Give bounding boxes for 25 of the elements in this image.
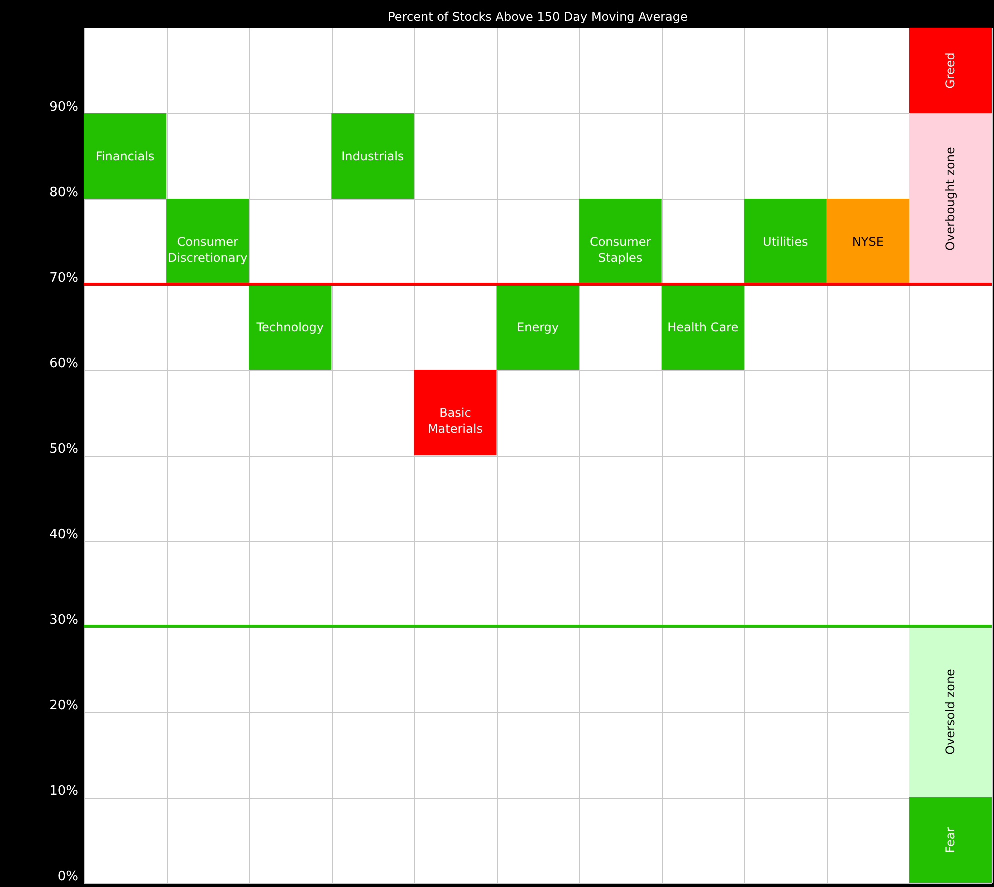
series-label: Fear: [944, 827, 958, 854]
y-tick-label: 80%: [50, 186, 78, 200]
y-tick-label: 60%: [50, 356, 78, 372]
x-tick-label: Health Care: [668, 320, 739, 334]
series-label: Overbought zone: [944, 147, 958, 251]
x-tick-label: NYSE: [852, 234, 884, 249]
series-label: Greed: [944, 52, 958, 89]
x-tick-label: Utilities: [763, 234, 808, 249]
y-tick-label: 90%: [50, 100, 78, 115]
y-tick-label: 50%: [50, 442, 78, 457]
x-tick-label: Financials: [96, 149, 155, 164]
x-tick-label: Consumer Staples: [590, 234, 652, 265]
series-label: Oversold zone: [944, 669, 958, 755]
y-tick-label: 40%: [50, 528, 78, 542]
x-tick-label: Energy: [516, 320, 560, 334]
chart-title: Percent of Stocks Above 150 Day Moving Average: [388, 10, 688, 24]
x-tick-label: Basic Materials: [428, 406, 483, 436]
y-tick-label: 70%: [50, 271, 78, 286]
x-tick-label: Technology: [256, 320, 324, 334]
y-tick-label: 20%: [50, 698, 78, 714]
y-tick-label: 0%: [58, 870, 78, 884]
x-tick-label: Consumer Discretionary: [168, 234, 248, 265]
y-tick-label: 30%: [50, 613, 78, 628]
x-tick-label: Industrials: [342, 149, 404, 164]
y-tick-label: 10%: [50, 784, 78, 799]
